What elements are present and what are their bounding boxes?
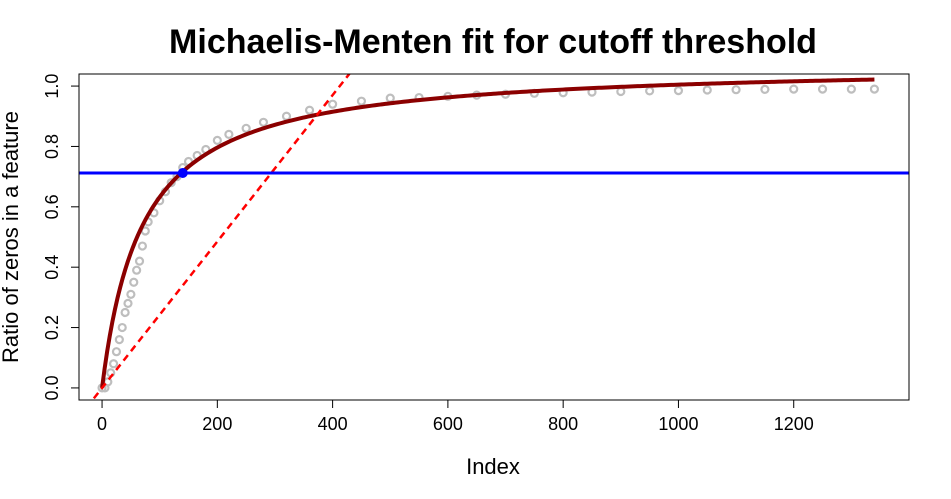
x-tick-label: 600 [433,414,463,434]
observed-point [281,111,292,121]
observed-point [224,129,234,139]
y-tick-label: 1.0 [42,74,62,99]
observed-point [129,277,139,287]
y-tick-label: 0.0 [42,375,62,400]
plot-area [79,74,909,400]
x-tick-label: 1000 [658,414,698,434]
observed-point [304,105,315,115]
observed-point [328,99,338,109]
observed-point [212,135,222,146]
fitted-curve [100,77,875,389]
observed-point [111,347,122,357]
observed-point [356,96,367,106]
observed-point [869,84,880,94]
observed-point [123,298,133,309]
observed-point [817,84,828,94]
x-tick-label: 400 [318,414,348,434]
observed-point [846,84,856,94]
observed-point [760,84,770,94]
observed-point [241,123,251,133]
x-tick-label: 800 [548,414,578,434]
observed-point [137,241,148,251]
observed-point [731,85,741,95]
y-axis: 0.0 0.2 0.4 0.6 0.8 1.0 [42,74,80,400]
observed-point [616,86,626,97]
observed-point [134,256,145,266]
x-tick-label: 200 [202,414,232,434]
x-tick-label: 0 [97,414,107,434]
observed-point [645,86,655,96]
observed-point [108,359,119,369]
x-axis: 0 200 400 600 800 1000 1200 [97,399,814,434]
plot-frame [78,73,910,401]
observed-point [673,86,684,96]
tangent-line [90,74,351,400]
y-axis-label: Ratio of zeros in a feature [0,111,23,363]
y-tick-label: 0.2 [42,315,62,340]
y-tick-label: 0.6 [42,194,62,219]
x-tick-label: 1200 [774,414,814,434]
y-tick-label: 0.4 [42,255,62,280]
observed-point [385,93,395,103]
observed-point [258,117,269,127]
observed-point [166,178,176,188]
chart-title: Michaelis-Menten fit for cutoff threshol… [169,23,817,61]
observed-point [120,307,130,318]
observed-point [789,84,799,94]
observed-point [126,289,136,299]
observed-point [114,335,124,345]
y-tick-label: 0.8 [42,134,62,159]
observed-point [702,85,712,95]
observed-point [117,322,127,333]
cutoff-point [177,168,188,179]
x-axis-label: Index [466,454,520,479]
observed-point [132,265,142,275]
